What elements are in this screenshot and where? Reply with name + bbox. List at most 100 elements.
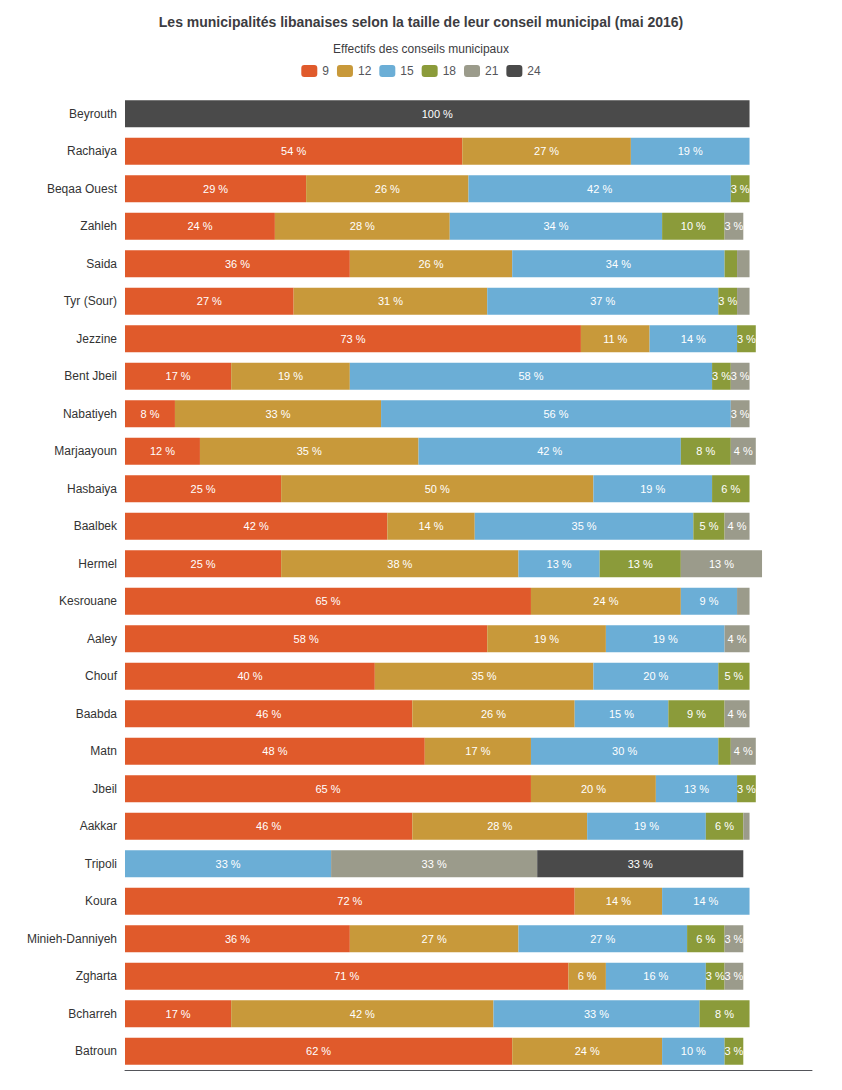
svg-text:48 %: 48 % bbox=[262, 745, 287, 757]
svg-text:31 %: 31 % bbox=[378, 295, 403, 307]
svg-text:18: 18 bbox=[443, 64, 457, 78]
svg-text:3 %: 3 % bbox=[724, 1045, 743, 1057]
svg-text:3 %: 3 % bbox=[724, 933, 743, 945]
svg-text:16 %: 16 % bbox=[643, 970, 668, 982]
svg-text:Nabatiyeh: Nabatiyeh bbox=[63, 407, 117, 421]
svg-text:9: 9 bbox=[322, 64, 329, 78]
svg-text:13 %: 13 % bbox=[628, 558, 653, 570]
svg-text:65 %: 65 % bbox=[315, 783, 340, 795]
svg-text:4 %: 4 % bbox=[728, 520, 747, 532]
svg-text:14 %: 14 % bbox=[418, 520, 443, 532]
svg-text:Zgharta: Zgharta bbox=[76, 969, 118, 983]
svg-text:46 %: 46 % bbox=[256, 708, 281, 720]
svg-text:Baabda: Baabda bbox=[76, 707, 118, 721]
svg-text:73 %: 73 % bbox=[340, 333, 365, 345]
svg-text:33 %: 33 % bbox=[422, 858, 447, 870]
svg-text:Saida: Saida bbox=[86, 257, 117, 271]
svg-text:Effectifs des conseils municip: Effectifs des conseils municipaux bbox=[333, 42, 509, 56]
svg-text:15 %: 15 % bbox=[609, 708, 634, 720]
svg-text:12 %: 12 % bbox=[150, 445, 175, 457]
svg-text:42 %: 42 % bbox=[350, 1008, 375, 1020]
svg-text:42 %: 42 % bbox=[587, 183, 612, 195]
svg-text:4 %: 4 % bbox=[728, 708, 747, 720]
svg-text:4 %: 4 % bbox=[728, 633, 747, 645]
svg-text:3 %: 3 % bbox=[724, 970, 743, 982]
svg-text:24 %: 24 % bbox=[593, 595, 618, 607]
svg-text:4 %: 4 % bbox=[734, 445, 753, 457]
svg-text:19 %: 19 % bbox=[534, 633, 559, 645]
svg-text:6 %: 6 % bbox=[715, 820, 734, 832]
svg-text:3 %: 3 % bbox=[718, 295, 737, 307]
svg-text:25 %: 25 % bbox=[191, 558, 216, 570]
svg-text:9 %: 9 % bbox=[699, 595, 718, 607]
svg-text:58 %: 58 % bbox=[294, 633, 319, 645]
svg-text:6 %: 6 % bbox=[721, 483, 740, 495]
svg-text:35 %: 35 % bbox=[472, 670, 497, 682]
svg-text:65 %: 65 % bbox=[315, 595, 340, 607]
svg-text:Baalbek: Baalbek bbox=[74, 519, 118, 533]
svg-text:27 %: 27 % bbox=[534, 145, 559, 157]
svg-text:Bent Jbeil: Bent Jbeil bbox=[64, 369, 117, 383]
svg-text:Tripoli: Tripoli bbox=[85, 857, 117, 871]
svg-text:3 %: 3 % bbox=[712, 370, 731, 382]
svg-text:71 %: 71 % bbox=[334, 970, 359, 982]
svg-text:10 %: 10 % bbox=[681, 220, 706, 232]
svg-text:28 %: 28 % bbox=[487, 820, 512, 832]
svg-text:42 %: 42 % bbox=[244, 520, 269, 532]
svg-text:24: 24 bbox=[527, 64, 541, 78]
svg-text:62 %: 62 % bbox=[306, 1045, 331, 1057]
svg-text:20 %: 20 % bbox=[581, 783, 606, 795]
svg-text:Bcharreh: Bcharreh bbox=[68, 1007, 117, 1021]
svg-text:8 %: 8 % bbox=[696, 445, 715, 457]
svg-text:12: 12 bbox=[358, 64, 372, 78]
svg-text:14 %: 14 % bbox=[693, 895, 718, 907]
svg-text:8 %: 8 % bbox=[715, 1008, 734, 1020]
svg-text:26 %: 26 % bbox=[481, 708, 506, 720]
svg-text:Minieh-Danniyeh: Minieh-Danniyeh bbox=[27, 932, 117, 946]
svg-text:34 %: 34 % bbox=[606, 258, 631, 270]
svg-text:3 %: 3 % bbox=[737, 333, 756, 345]
svg-text:25 %: 25 % bbox=[191, 483, 216, 495]
svg-text:Marjaayoun: Marjaayoun bbox=[54, 444, 117, 458]
svg-text:Jezzine: Jezzine bbox=[76, 332, 117, 346]
svg-text:Hermel: Hermel bbox=[78, 557, 117, 571]
svg-text:36 %: 36 % bbox=[225, 933, 250, 945]
svg-text:3 %: 3 % bbox=[737, 783, 756, 795]
svg-text:26 %: 26 % bbox=[375, 183, 400, 195]
svg-text:42 %: 42 % bbox=[537, 445, 562, 457]
svg-text:38 %: 38 % bbox=[387, 558, 412, 570]
svg-text:10 %: 10 % bbox=[681, 1045, 706, 1057]
svg-text:13 %: 13 % bbox=[709, 558, 734, 570]
svg-text:27 %: 27 % bbox=[422, 933, 447, 945]
svg-text:Beyrouth: Beyrouth bbox=[69, 107, 117, 121]
svg-text:14 %: 14 % bbox=[606, 895, 631, 907]
svg-text:19 %: 19 % bbox=[278, 370, 303, 382]
svg-text:Matn: Matn bbox=[90, 744, 117, 758]
svg-text:Aaley: Aaley bbox=[87, 632, 117, 646]
svg-text:24 %: 24 % bbox=[187, 220, 212, 232]
svg-text:36 %: 36 % bbox=[225, 258, 250, 270]
svg-text:Aakkar: Aakkar bbox=[80, 819, 117, 833]
svg-text:5 %: 5 % bbox=[724, 670, 743, 682]
svg-text:8 %: 8 % bbox=[140, 408, 159, 420]
svg-text:17 %: 17 % bbox=[166, 370, 191, 382]
svg-text:Les municipalités libanaises s: Les municipalités libanaises selon la ta… bbox=[159, 14, 683, 30]
svg-text:13 %: 13 % bbox=[684, 783, 709, 795]
svg-text:3 %: 3 % bbox=[731, 183, 750, 195]
svg-text:33 %: 33 % bbox=[216, 858, 241, 870]
svg-text:19 %: 19 % bbox=[678, 145, 703, 157]
svg-text:Kesrouane: Kesrouane bbox=[59, 594, 117, 608]
svg-text:Batroun: Batroun bbox=[75, 1044, 117, 1058]
svg-text:3 %: 3 % bbox=[706, 970, 725, 982]
svg-text:50 %: 50 % bbox=[425, 483, 450, 495]
svg-text:33 %: 33 % bbox=[628, 858, 653, 870]
svg-text:33 %: 33 % bbox=[265, 408, 290, 420]
svg-text:13 %: 13 % bbox=[547, 558, 572, 570]
svg-text:37 %: 37 % bbox=[590, 295, 615, 307]
svg-text:17 %: 17 % bbox=[465, 745, 490, 757]
svg-text:Beqaa Ouest: Beqaa Ouest bbox=[47, 182, 118, 196]
svg-text:Tyr (Sour): Tyr (Sour) bbox=[64, 294, 117, 308]
svg-text:20 %: 20 % bbox=[643, 670, 668, 682]
svg-text:3 %: 3 % bbox=[731, 370, 750, 382]
svg-text:100 %: 100 % bbox=[422, 108, 453, 120]
